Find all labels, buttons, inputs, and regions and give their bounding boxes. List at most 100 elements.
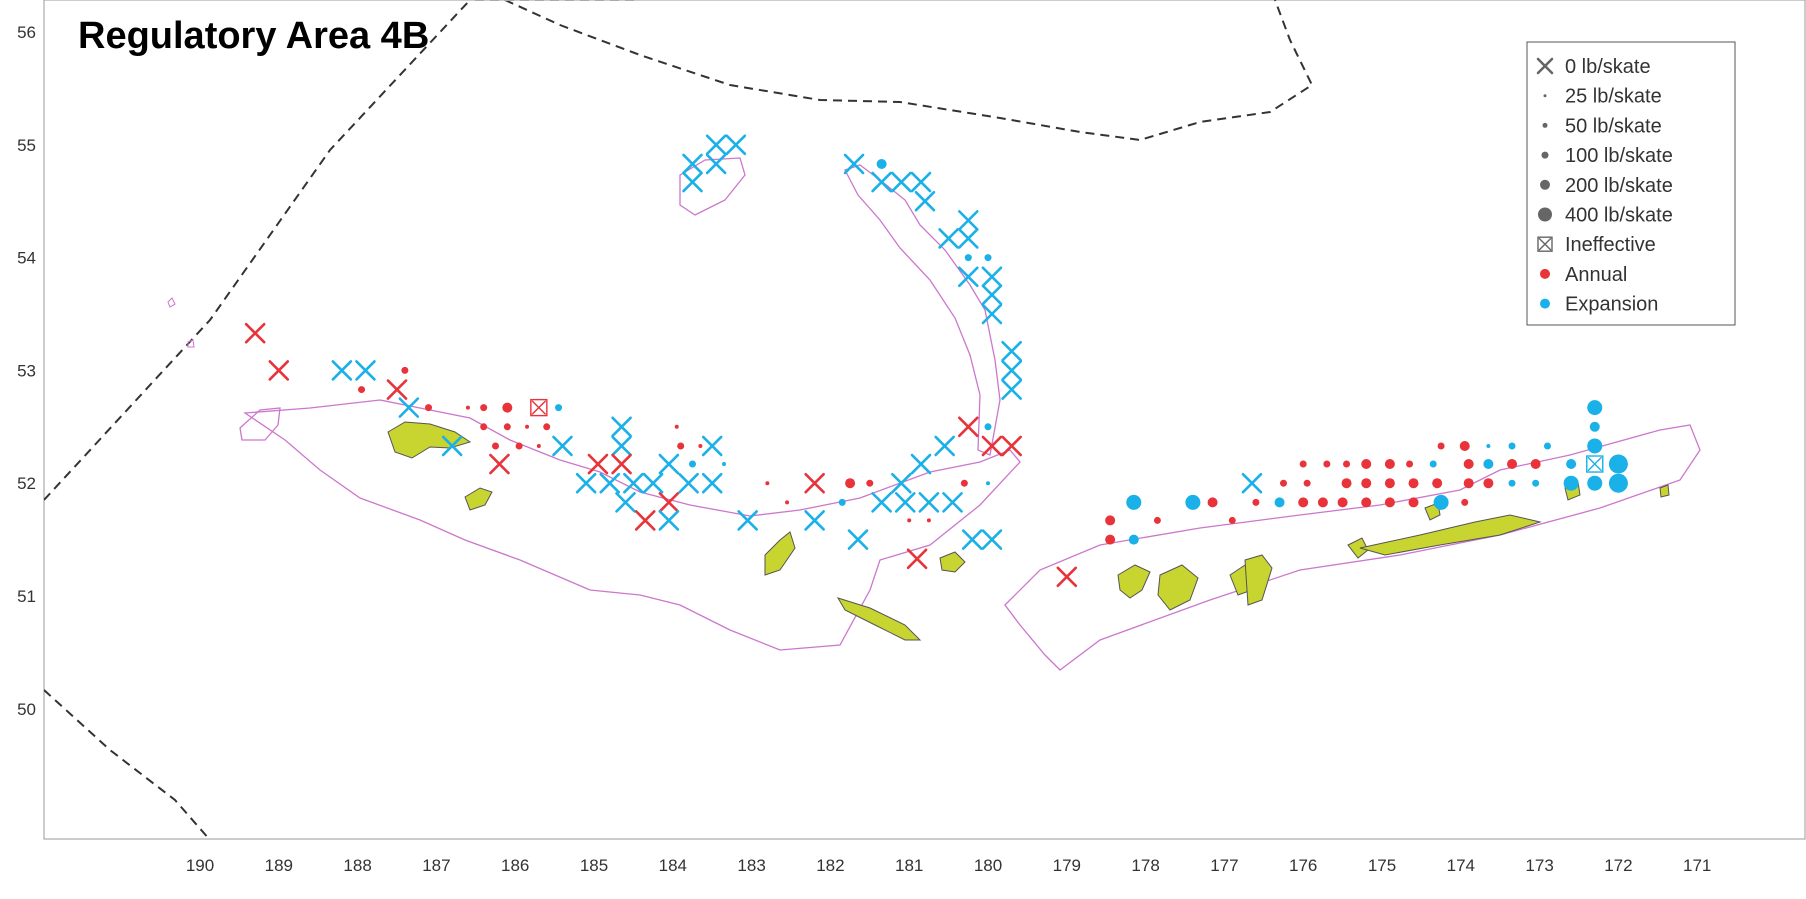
station-zero-catch-11	[611, 435, 632, 457]
station-zero-catch-20	[658, 510, 680, 531]
legend-item-4: 200 lb/skate	[1540, 175, 1673, 197]
boundary-line-west	[44, 0, 471, 501]
legend-symbol-dot	[1543, 94, 1547, 98]
station-zero-catch-44	[682, 171, 703, 193]
station-zero-catch-4	[386, 379, 408, 400]
station-catch-70	[480, 404, 488, 412]
station-zero-catch-5	[398, 397, 420, 418]
station-zero-catch-61	[1001, 360, 1022, 381]
station-catch-80	[677, 442, 685, 450]
station-zero-catch-10	[611, 416, 632, 438]
x-tick-185: 185	[580, 856, 608, 875]
station-zero-catch-0	[244, 322, 266, 344]
x-tick-179: 179	[1053, 856, 1081, 875]
legend-label: 400 lb/skate	[1565, 205, 1673, 227]
x-tick-175: 175	[1368, 856, 1396, 875]
legend-symbol-ineffective	[1537, 236, 1553, 252]
island-agattu	[464, 487, 493, 511]
station-zero-catch-24	[701, 435, 723, 457]
station-catch-148	[1589, 421, 1600, 432]
legend-label: 200 lb/skate	[1565, 175, 1673, 197]
legend-label: 50 lb/skate	[1565, 115, 1662, 137]
station-ineffective-64	[530, 398, 548, 417]
station-catch-101	[1128, 534, 1139, 545]
station-zero-catch-3	[355, 360, 376, 381]
aleutian-west-contour	[243, 399, 1021, 651]
station-zero-catch-8	[552, 435, 573, 457]
y-tick-52: 52	[17, 474, 36, 493]
legend-label: Annual	[1565, 264, 1627, 286]
station-catch-75	[543, 423, 551, 431]
island-amchitka	[836, 597, 922, 641]
station-zero-catch-6	[441, 435, 463, 457]
station-catch-129	[1608, 473, 1628, 493]
island-kiska	[764, 531, 796, 576]
station-catch-73	[503, 423, 511, 431]
station-zero-catch-16	[642, 472, 664, 494]
legend-box	[1526, 41, 1736, 326]
station-zero-catch-48	[843, 153, 865, 175]
station-catch-122	[1432, 478, 1443, 489]
station-catch-109	[1317, 497, 1328, 508]
x-tick-189: 189	[265, 856, 293, 875]
station-zero-catch-51	[910, 171, 932, 193]
y-tick-53: 53	[17, 361, 36, 380]
y-tick-56: 56	[17, 23, 36, 42]
station-catch-91	[907, 518, 912, 523]
map-title: Regulatory Area 4B	[78, 15, 429, 57]
small-contour-a	[167, 297, 176, 308]
station-catch-111	[1361, 497, 1372, 508]
station-catch-102	[1153, 516, 1161, 524]
station-zero-catch-12	[611, 453, 632, 475]
station-catch-66	[358, 386, 366, 394]
island-tanaga	[1117, 564, 1151, 599]
station-zero-catch-49	[871, 171, 892, 193]
station-zero-catch-2	[331, 360, 353, 381]
station-catch-115	[1461, 498, 1469, 506]
station-catch-145	[1508, 442, 1516, 450]
legend: 0 lb/skate 25 lb/skate 50 lb/skate 100 lb/s…	[1526, 41, 1736, 326]
station-catch-110	[1337, 497, 1348, 508]
station-zero-catch-47	[725, 134, 747, 156]
y-tick-55: 55	[17, 136, 36, 155]
station-catch-144	[1459, 440, 1470, 451]
station-catch-74	[525, 424, 530, 429]
station-catch-97	[964, 254, 972, 262]
legend-item-5: 400 lb/skate	[1538, 205, 1673, 227]
station-catch-95	[876, 158, 887, 169]
station-catch-130	[1299, 460, 1307, 468]
station-catch-104	[1207, 497, 1218, 508]
legend-item-2: 50 lb/skate	[1542, 115, 1662, 137]
station-catch-78	[536, 443, 541, 448]
station-zero-catch-33	[942, 492, 963, 513]
legend-label: Ineffective	[1565, 234, 1656, 256]
island-kagalaska	[1244, 554, 1273, 606]
station-zero-catch-39	[1001, 435, 1022, 457]
station-catch-68	[425, 404, 433, 412]
station-zero-catch-52	[914, 190, 936, 212]
x-tick-174: 174	[1447, 856, 1475, 875]
station-zero-catch-22	[678, 472, 699, 494]
station-zero-catch-27	[804, 510, 825, 531]
station-catch-116	[1280, 479, 1287, 487]
station-catch-141	[1566, 459, 1577, 470]
bowers-ridge-contour	[844, 164, 1001, 456]
station-zero-catch-53	[957, 210, 979, 231]
station-catch-77	[515, 442, 523, 450]
station-catch-71	[502, 402, 513, 413]
station-zero-catch-15	[623, 472, 644, 494]
station-zero-catch-42	[1056, 566, 1078, 588]
station-zero-catch-14	[599, 472, 621, 494]
island-kanaga	[1157, 564, 1199, 611]
station-catch-134	[1384, 459, 1395, 470]
island-amukta	[1659, 484, 1670, 498]
legend-item-3: 100 lb/skate	[1541, 145, 1673, 167]
station-zero-catch-28	[847, 529, 869, 550]
legend-symbol-expansion	[1540, 298, 1550, 309]
station-catch-139	[1507, 459, 1518, 470]
x-tick-187: 187	[422, 856, 450, 875]
station-catch-79	[555, 404, 563, 412]
station-catch-138	[1483, 459, 1494, 470]
station-zero-catch-1	[268, 360, 290, 381]
station-catch-76	[492, 442, 499, 450]
